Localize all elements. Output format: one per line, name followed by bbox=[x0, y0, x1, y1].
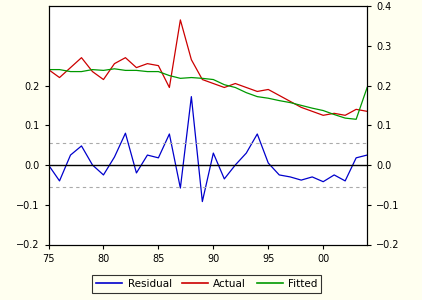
Residual bbox=[266, 161, 271, 165]
Fitted bbox=[354, 118, 359, 121]
Residual bbox=[68, 153, 73, 157]
Residual bbox=[79, 144, 84, 148]
Actual bbox=[123, 56, 128, 59]
Residual bbox=[134, 171, 139, 175]
Actual bbox=[101, 78, 106, 81]
Residual bbox=[288, 175, 293, 179]
Fitted bbox=[156, 70, 161, 74]
Fitted bbox=[167, 74, 172, 77]
Actual bbox=[68, 66, 73, 69]
Residual bbox=[365, 153, 370, 157]
Fitted bbox=[233, 86, 238, 89]
Fitted bbox=[288, 101, 293, 104]
Residual bbox=[332, 173, 337, 177]
Actual bbox=[244, 86, 249, 89]
Residual bbox=[211, 151, 216, 155]
Actual bbox=[266, 88, 271, 91]
Residual bbox=[156, 156, 161, 160]
Actual bbox=[299, 106, 304, 109]
Actual bbox=[255, 90, 260, 93]
Actual bbox=[145, 62, 150, 65]
Actual bbox=[156, 64, 161, 68]
Fitted bbox=[255, 95, 260, 98]
Fitted bbox=[343, 116, 348, 120]
Actual bbox=[178, 18, 183, 22]
Actual bbox=[365, 110, 370, 113]
Fitted bbox=[134, 69, 139, 72]
Residual bbox=[310, 175, 315, 179]
Fitted bbox=[101, 69, 106, 72]
Actual bbox=[354, 107, 359, 111]
Fitted bbox=[365, 86, 370, 89]
Actual bbox=[112, 62, 117, 65]
Residual bbox=[321, 180, 326, 184]
Actual bbox=[310, 110, 315, 113]
Actual bbox=[189, 58, 194, 61]
Residual bbox=[90, 163, 95, 167]
Actual bbox=[211, 82, 216, 85]
Actual bbox=[90, 70, 95, 74]
Residual bbox=[46, 163, 51, 167]
Fitted bbox=[332, 113, 337, 116]
Residual bbox=[189, 95, 194, 98]
Fitted bbox=[145, 70, 150, 74]
Fitted bbox=[321, 109, 326, 112]
Actual bbox=[277, 94, 282, 97]
Fitted bbox=[211, 78, 216, 81]
Residual bbox=[343, 179, 348, 183]
Residual bbox=[222, 177, 227, 181]
Fitted bbox=[244, 91, 249, 94]
Fitted bbox=[310, 106, 315, 110]
Residual bbox=[123, 131, 128, 135]
Residual bbox=[200, 200, 205, 203]
Residual bbox=[57, 179, 62, 183]
Fitted bbox=[178, 76, 183, 80]
Actual bbox=[222, 86, 227, 89]
Residual bbox=[354, 156, 359, 160]
Residual bbox=[167, 132, 172, 136]
Fitted bbox=[90, 68, 95, 71]
Fitted bbox=[299, 103, 304, 107]
Fitted bbox=[189, 76, 194, 79]
Actual bbox=[134, 66, 139, 69]
Line: Fitted: Fitted bbox=[49, 69, 367, 119]
Fitted bbox=[46, 68, 51, 71]
Fitted bbox=[277, 99, 282, 102]
Fitted bbox=[112, 67, 117, 70]
Residual bbox=[178, 186, 183, 190]
Residual bbox=[101, 173, 106, 177]
Residual bbox=[112, 155, 117, 159]
Legend: Residual, Actual, Fitted: Residual, Actual, Fitted bbox=[92, 275, 322, 293]
Residual bbox=[233, 163, 238, 167]
Actual bbox=[321, 113, 326, 117]
Actual bbox=[288, 100, 293, 103]
Line: Residual: Residual bbox=[49, 97, 367, 202]
Actual bbox=[57, 76, 62, 79]
Residual bbox=[277, 173, 282, 177]
Line: Actual: Actual bbox=[49, 20, 367, 115]
Fitted bbox=[200, 76, 205, 80]
Actual bbox=[46, 68, 51, 71]
Residual bbox=[299, 178, 304, 182]
Actual bbox=[167, 86, 172, 89]
Actual bbox=[332, 112, 337, 115]
Actual bbox=[79, 56, 84, 59]
Fitted bbox=[79, 70, 84, 74]
Fitted bbox=[68, 70, 73, 74]
Actual bbox=[343, 113, 348, 117]
Actual bbox=[233, 82, 238, 85]
Actual bbox=[200, 78, 205, 81]
Fitted bbox=[222, 83, 227, 86]
Fitted bbox=[266, 96, 271, 100]
Fitted bbox=[57, 68, 62, 71]
Residual bbox=[255, 132, 260, 136]
Fitted bbox=[123, 69, 128, 72]
Residual bbox=[145, 153, 150, 157]
Residual bbox=[244, 151, 249, 155]
